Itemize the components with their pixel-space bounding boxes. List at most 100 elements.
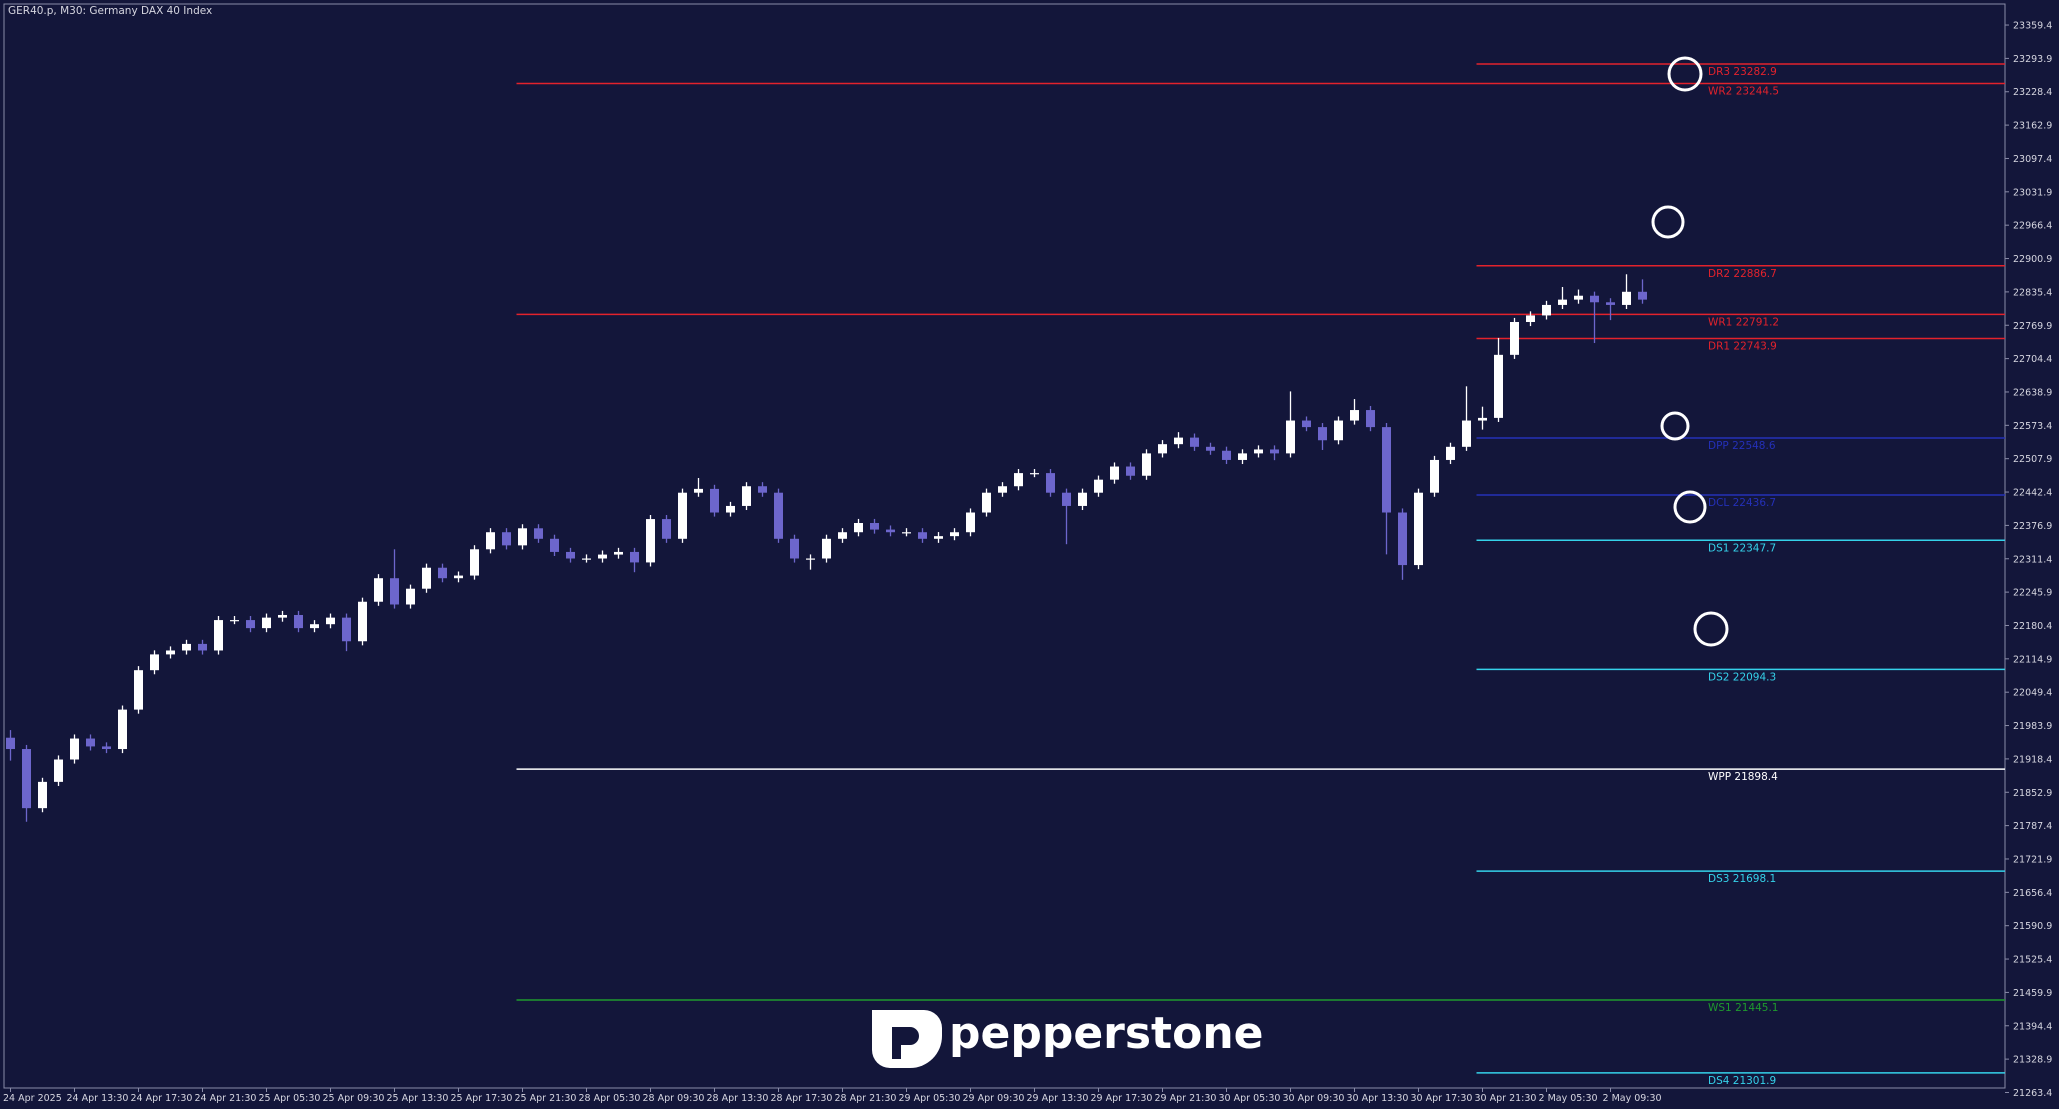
- y-tick-label: 22507.9: [2013, 454, 2052, 465]
- candle-body: [198, 643, 207, 651]
- y-tick-label: 22311.4: [2013, 554, 2052, 565]
- x-tick-label: 28 Apr 17:30: [771, 1093, 833, 1104]
- y-tick-label: 22704.4: [2013, 354, 2052, 365]
- candle-body: [54, 759, 63, 782]
- candle-body: [358, 601, 367, 642]
- y-tick-label: 22573.4: [2013, 421, 2052, 432]
- pivot-label: DS1 22347.7: [1708, 542, 1776, 554]
- pivot-label: DS2 22094.3: [1708, 671, 1776, 683]
- candle-body: [710, 488, 719, 513]
- x-tick-label: 30 Apr 21:30: [1475, 1093, 1537, 1104]
- y-tick-label: 22769.9: [2013, 321, 2052, 332]
- candle-body: [1574, 295, 1583, 300]
- candle-body: [1254, 449, 1263, 454]
- candle-body: [22, 749, 31, 809]
- candle-body: [998, 486, 1007, 493]
- plot-frame: [3, 3, 2006, 1089]
- y-tick-label: 22180.4: [2013, 621, 2052, 632]
- y-tick-label: 23162.9: [2013, 121, 2052, 132]
- y-tick-label: 21263.4: [2013, 1088, 2052, 1099]
- candle-body: [1398, 512, 1407, 566]
- y-tick-label: 21394.4: [2013, 1021, 2052, 1032]
- candle-body: [38, 781, 47, 809]
- candle-body: [1526, 315, 1535, 322]
- candle-body: [678, 492, 687, 539]
- candle-body: [1510, 321, 1519, 355]
- candle-body: [486, 532, 495, 550]
- x-tick-label: 30 Apr 09:30: [1283, 1093, 1345, 1104]
- x-tick-label: 24 Apr 2025: [3, 1093, 62, 1104]
- candle-body: [1222, 450, 1231, 460]
- y-tick-label: 22966.4: [2013, 221, 2052, 232]
- candle-body: [790, 538, 799, 559]
- candle-body: [1206, 446, 1215, 451]
- x-tick-label: 25 Apr 05:30: [259, 1093, 321, 1104]
- x-tick-label: 24 Apr 17:30: [131, 1093, 193, 1104]
- candle-body: [742, 486, 751, 506]
- logo: pepperstone: [872, 1008, 1264, 1068]
- candle-body: [966, 512, 975, 533]
- x-tick-label: 28 Apr 09:30: [643, 1093, 705, 1104]
- x-tick-label: 25 Apr 09:30: [323, 1093, 385, 1104]
- candle-body: [886, 529, 895, 533]
- pivot-label: WR2 23244.5: [1708, 86, 1779, 98]
- x-tick-label: 30 Apr 17:30: [1411, 1093, 1473, 1104]
- y-tick-label: 21459.9: [2013, 988, 2052, 999]
- candle-body: [1606, 302, 1615, 305]
- y-tick-label: 21590.9: [2013, 921, 2052, 932]
- candle-body: [1638, 291, 1647, 300]
- candle-body: [6, 737, 15, 750]
- y-tick-label: 23359.4: [2013, 21, 2052, 32]
- y-tick-label: 22114.9: [2013, 654, 2052, 665]
- y-tick-label: 21918.4: [2013, 754, 2052, 765]
- candle-body: [1270, 449, 1279, 454]
- candle-body: [262, 617, 271, 629]
- candle-body: [102, 746, 111, 750]
- candle-body: [470, 549, 479, 576]
- y-tick-label: 21787.4: [2013, 821, 2052, 832]
- candle-body: [502, 532, 511, 546]
- candle-body: [1446, 446, 1455, 460]
- candle-body: [534, 528, 543, 539]
- candle-body: [166, 650, 175, 655]
- x-tick-label: 28 Apr 21:30: [835, 1093, 897, 1104]
- annotations: [1651, 56, 1729, 647]
- candle-body: [182, 643, 191, 651]
- y-tick-label: 22638.9: [2013, 387, 2052, 398]
- candle-body: [774, 492, 783, 539]
- y-tick-label: 23293.9: [2013, 54, 2052, 65]
- pivot-label: DR1 22743.9: [1708, 340, 1777, 352]
- candle-body: [1494, 354, 1503, 418]
- y-tick-label: 21983.9: [2013, 721, 2052, 732]
- candle-body: [838, 532, 847, 539]
- candle-body: [518, 528, 527, 546]
- candle-body: [1062, 492, 1071, 506]
- candle-body: [1366, 410, 1375, 428]
- candle-body: [1462, 420, 1471, 447]
- candle-body: [1046, 473, 1055, 493]
- y-tick-label: 21656.4: [2013, 888, 2052, 899]
- x-tick-label: 25 Apr 13:30: [387, 1093, 449, 1104]
- y-tick-label: 21328.9: [2013, 1055, 2052, 1066]
- x-tick-label: 24 Apr 13:30: [67, 1093, 129, 1104]
- y-tick-label: 22900.9: [2013, 254, 2052, 265]
- pivot-label: WS1 21445.1: [1708, 1002, 1779, 1014]
- y-tick-label: 22049.4: [2013, 688, 2052, 699]
- candle-body: [214, 620, 223, 651]
- candle-body: [854, 523, 863, 533]
- x-tick-label: 2 May 09:30: [1603, 1093, 1662, 1104]
- y-tick-label: 22835.4: [2013, 287, 2052, 298]
- candle-body: [550, 538, 559, 552]
- candle-body: [246, 620, 255, 629]
- x-tick-label: 2 May 05:30: [1539, 1093, 1598, 1104]
- candle-body: [934, 536, 943, 539]
- candle-body: [278, 614, 287, 618]
- pivot-label: WR1 22791.2: [1708, 316, 1779, 328]
- circle-marker: [1651, 205, 1685, 239]
- candle-body: [1014, 473, 1023, 487]
- candle-body: [1542, 304, 1551, 316]
- candle-body: [1334, 420, 1343, 441]
- x-tick-label: 30 Apr 05:30: [1219, 1093, 1281, 1104]
